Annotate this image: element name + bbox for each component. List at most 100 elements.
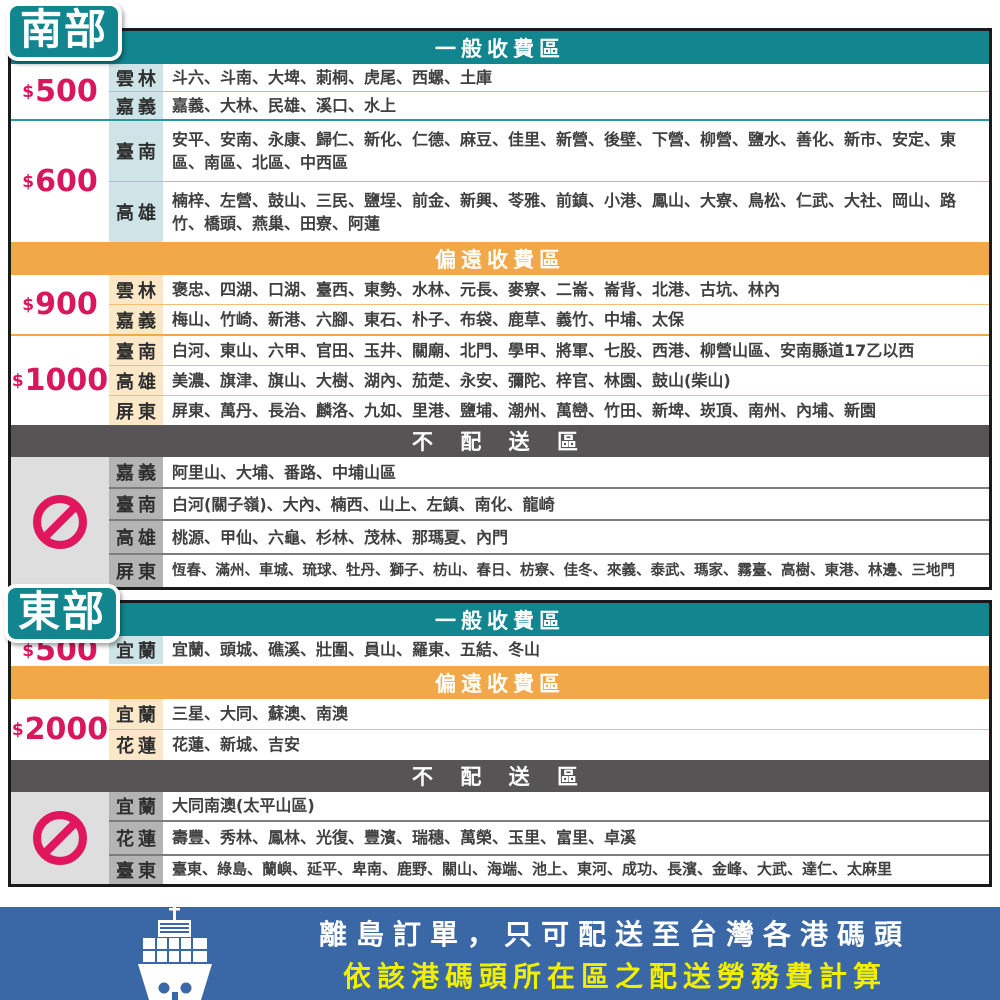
area-list: 大同南澳(太平山區) (172, 796, 315, 816)
table-row: 屏東 屏東、萬丹、長治、麟洛、九如、里港、鹽埔、潮州、萬巒、竹田、新埤、崁頂、南… (109, 395, 989, 426)
area-list: 臺東、綠島、蘭嶼、延平、卑南、鹿野、關山、海端、池上、東河、成功、長濱、金峰、大… (172, 860, 893, 879)
no-entry-icon (33, 495, 87, 550)
dollar-sign: $ (22, 641, 35, 661)
area-list: 嘉義、大林、民雄、溪口、水上 (172, 96, 397, 116)
area-list: 花蓮、新城、吉安 (172, 735, 301, 755)
region-label: 花蓮 (109, 822, 163, 854)
region-label: 屏東 (109, 396, 163, 426)
table-row: 高雄 楠梓、左營、鼓山、三民、鹽埕、前金、新興、苓雅、前鎮、小港、鳳山、大寮、鳥… (109, 181, 989, 243)
region-label: 雲林 (109, 64, 163, 92)
table-row: 嘉義 嘉義、大林、民雄、溪口、水上 (109, 91, 989, 120)
region-label: 臺東 (109, 856, 163, 884)
east-fee-table: 一般收費區 $500 宜蘭 宜蘭、頭城、礁溪、壯圍、員山、羅東、五結、冬山 偏遠… (8, 600, 992, 887)
zone-header-label: 偏遠收費區 (435, 247, 565, 272)
ship-icon (138, 898, 212, 1000)
table-row: 臺南 白河(關子嶺)、大內、楠西、山上、左鎮、南化、龍崎 (109, 487, 989, 520)
table-row: 花蓮 壽豐、秀林、鳳林、光復、豐濱、瑞穗、萬榮、玉里、富里、卓溪 (109, 820, 989, 854)
area-list: 美濃、旗津、旗山、大樹、湖內、茄萣、永安、彌陀、梓官、林園、鼓山(柴山) (172, 371, 731, 391)
price-1000: $1000 (11, 336, 109, 426)
table-row: 花蓮 花蓮、新城、吉安 (109, 729, 989, 760)
dollar-sign: $ (22, 294, 35, 315)
area-list: 褒忠、四湖、口湖、臺西、東勢、水林、元長、麥寮、二崙、崙背、北港、古坑、林內 (172, 280, 781, 300)
area-list: 恆春、滿州、車城、琉球、牡丹、獅子、枋山、春日、枋寮、佳冬、來義、泰武、瑪家、霧… (172, 562, 955, 579)
region-label: 宜蘭 (109, 636, 163, 664)
footer-line-2: 依該港碼頭所在區之配送勞務費計算 (342, 959, 887, 993)
south-remote-zone-header: 偏遠收費區 (11, 242, 989, 276)
area-list: 斗六、斗南、大埤、莿桐、虎尾、西螺、土庫 (172, 68, 493, 87)
region-label: 屏東 (109, 555, 163, 588)
south-no-delivery-group: 嘉義 阿里山、大埔、番路、中埔山區 臺南 白河(關子嶺)、大內、楠西、山上、左鎮… (11, 457, 989, 588)
area-list: 三星、大同、蘇澳、南澳 (172, 704, 349, 724)
dollar-sign: $ (22, 171, 35, 192)
south-no-delivery-header: 不 配 送 區 (11, 425, 989, 458)
area-list: 梅山、竹崎、新港、六腳、東石、朴子、布袋、鹿草、義竹、中埔、太保 (172, 310, 685, 330)
offshore-island-notice-banner: 離島訂單，只可配送至台灣各港碼頭 依該港碼頭所在區之配送勞務費計算 (0, 898, 1000, 1000)
dollar-sign: $ (11, 719, 24, 740)
south-price-group-600: $600 臺南 安平、安南、永康、歸仁、新化、仁德、麻豆、佳里、新營、後壁、下營… (11, 119, 989, 243)
zone-header-label: 一般收費區 (435, 36, 565, 61)
region-label: 宜蘭 (109, 699, 163, 729)
footer-line-1: 離島訂單，只可配送至台灣各港碼頭 (318, 917, 911, 951)
price-600: $600 (11, 121, 109, 243)
zone-header-label: 一般收費區 (435, 608, 565, 633)
area-list: 阿里山、大埔、番路、中埔山區 (172, 462, 397, 482)
south-general-zone-header: 一般收費區 (11, 31, 989, 64)
dollar-sign: $ (11, 370, 24, 391)
table-row: 高雄 桃源、甲仙、六龜、杉林、茂林、那瑪夏、內門 (109, 519, 989, 554)
zone-header-label: 不 配 送 區 (412, 765, 588, 789)
area-list: 白河、東山、六甲、官田、玉井、關廟、北門、學甲、將軍、七股、西港、柳營山區、安南… (172, 341, 915, 361)
price-500: $500 (11, 64, 109, 120)
area-list: 屏東、萬丹、長治、麟洛、九如、里港、鹽埔、潮州、萬巒、竹田、新埤、崁頂、南州、內… (172, 401, 877, 421)
region-label: 宜蘭 (109, 792, 163, 820)
table-row: 嘉義 阿里山、大埔、番路、中埔山區 (109, 457, 989, 488)
area-list: 桃源、甲仙、六龜、杉林、茂林、那瑪夏、內門 (172, 527, 509, 547)
no-delivery-cell (11, 457, 109, 588)
east-general-zone-header: 一般收費區 (11, 603, 989, 636)
no-delivery-cell (11, 792, 109, 884)
table-row: 臺南 白河、東山、六甲、官田、玉井、關廟、北門、學甲、將軍、七股、西港、柳營山區… (109, 336, 989, 366)
price-900: $900 (11, 275, 109, 335)
table-row: 宜蘭 三星、大同、蘇澳、南澳 (109, 699, 989, 729)
east-price-group-500: $500 宜蘭 宜蘭、頭城、礁溪、壯圍、員山、羅東、五結、冬山 (11, 636, 989, 666)
zone-header-label: 不 配 送 區 (412, 430, 588, 455)
region-label: 高雄 (109, 366, 163, 396)
east-remote-zone-header: 偏遠收費區 (11, 666, 989, 699)
no-entry-icon (33, 811, 87, 865)
table-row: 宜蘭 大同南澳(太平山區) (109, 792, 989, 820)
table-row: 雲林 褒忠、四湖、口湖、臺西、東勢、水林、元長、麥寮、二崙、崙背、北港、古坑、林… (109, 275, 989, 305)
table-row: 臺南 安平、安南、永康、歸仁、新化、仁德、麻豆、佳里、新營、後壁、下營、柳營、鹽… (109, 121, 989, 182)
region-label: 臺南 (109, 336, 163, 366)
east-price-group-2000: $2000 宜蘭 三星、大同、蘇澳、南澳 花蓮 花蓮、新城、吉安 (11, 699, 989, 760)
table-row: 臺東 臺東、綠島、蘭嶼、延平、卑南、鹿野、關山、海端、池上、東河、成功、長濱、金… (109, 854, 989, 884)
east-no-delivery-header: 不 配 送 區 (11, 760, 989, 792)
area-list: 楠梓、左營、鼓山、三民、鹽埕、前金、新興、苓雅、前鎮、小港、鳳山、大寮、鳥松、仁… (172, 191, 957, 234)
region-label: 高雄 (109, 521, 163, 554)
area-list: 安平、安南、永康、歸仁、新化、仁德、麻豆、佳里、新營、後壁、下營、柳營、鹽水、善… (172, 130, 957, 173)
dollar-sign: $ (22, 81, 35, 102)
zone-header-label: 偏遠收費區 (435, 671, 565, 696)
area-list: 白河(關子嶺)、大內、楠西、山上、左鎮、南化、龍崎 (172, 494, 555, 514)
table-row: 屏東 恆春、滿州、車城、琉球、牡丹、獅子、枋山、春日、枋寮、佳冬、來義、泰武、瑪… (109, 553, 989, 588)
region-label: 花蓮 (109, 730, 163, 760)
footer-notice-text: 離島訂單，只可配送至台灣各港碼頭 依該港碼頭所在區之配送勞務費計算 (240, 907, 990, 1000)
south-price-group-500: $500 雲林 斗六、斗南、大埤、莿桐、虎尾、西螺、土庫 嘉義 嘉義、大林、民雄… (11, 64, 989, 120)
region-label: 嘉義 (109, 457, 163, 488)
table-row: 高雄 美濃、旗津、旗山、大樹、湖內、茄萣、永安、彌陀、梓官、林園、鼓山(柴山) (109, 365, 989, 396)
region-label: 臺南 (109, 489, 163, 520)
south-price-group-900: $900 雲林 褒忠、四湖、口湖、臺西、東勢、水林、元長、麥寮、二崙、崙背、北港… (11, 275, 989, 335)
area-list: 壽豐、秀林、鳳林、光復、豐濱、瑞穗、萬榮、玉里、富里、卓溪 (172, 828, 637, 848)
region-label: 臺南 (109, 121, 163, 182)
south-fee-table: 一般收費區 $500 雲林 斗六、斗南、大埤、莿桐、虎尾、西螺、土庫 嘉義 嘉義… (8, 28, 992, 591)
price-2000: $2000 (11, 699, 109, 760)
south-region-badge: 南部 (6, 2, 123, 62)
table-row: 宜蘭 宜蘭、頭城、礁溪、壯圍、員山、羅東、五結、冬山 (109, 636, 989, 664)
region-label: 嘉義 (109, 305, 163, 335)
south-price-group-1000: $1000 臺南 白河、東山、六甲、官田、玉井、關廟、北門、學甲、將軍、七股、西… (11, 334, 989, 426)
region-label: 雲林 (109, 275, 163, 305)
area-list: 宜蘭、頭城、礁溪、壯圍、員山、羅東、五結、冬山 (172, 640, 541, 660)
table-row: 雲林 斗六、斗南、大埤、莿桐、虎尾、西螺、土庫 (109, 64, 989, 92)
region-label: 高雄 (109, 182, 163, 243)
table-row: 嘉義 梅山、竹崎、新港、六腳、東石、朴子、布袋、鹿草、義竹、中埔、太保 (109, 304, 989, 335)
east-region-badge: 東部 (4, 584, 121, 644)
east-no-delivery-group: 宜蘭 大同南澳(太平山區) 花蓮 壽豐、秀林、鳳林、光復、豐濱、瑞穗、萬榮、玉里… (11, 792, 989, 884)
